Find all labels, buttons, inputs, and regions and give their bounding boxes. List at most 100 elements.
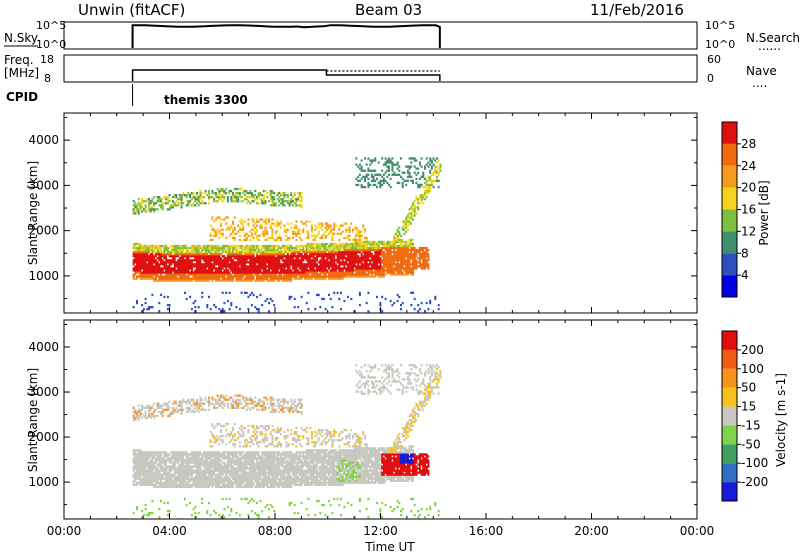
power-cell: [326, 243, 328, 245]
power-cell: [174, 267, 176, 269]
velocity-cell: [201, 399, 203, 401]
power-cell: [201, 251, 203, 253]
power-cell: [335, 269, 337, 271]
power-cell: [143, 245, 145, 247]
power-cell: [402, 271, 404, 273]
power-cell: [211, 253, 213, 255]
power-cell: [433, 186, 435, 188]
power-cell: [391, 265, 393, 267]
velocity-cell: [199, 480, 201, 482]
velocity-cell: [187, 482, 189, 484]
power-cell: [151, 251, 153, 253]
power-cell: [235, 267, 237, 269]
power-cell: [184, 292, 186, 294]
velocity-cell: [141, 467, 143, 469]
velocity-cell: [203, 482, 205, 484]
velocity-cell: [141, 407, 143, 409]
velocity-cell: [141, 510, 143, 512]
velocity-cell: [155, 482, 157, 484]
freq-unit-label: [MHz]: [4, 66, 39, 80]
power-cell: [163, 202, 165, 204]
power-cell: [361, 235, 363, 237]
power-cell: [143, 261, 145, 263]
power-cell: [415, 159, 417, 161]
power-cell: [407, 180, 409, 182]
nsearch-dots: ......: [758, 39, 781, 53]
power-cell: [191, 249, 193, 251]
power-cell: [227, 265, 229, 267]
power-cell: [187, 259, 189, 261]
power-cell: [426, 261, 428, 263]
power-cell: [424, 194, 426, 196]
power-cell: [271, 245, 273, 247]
power-cell: [151, 261, 153, 263]
power-cell: [343, 273, 345, 275]
power-cell: [247, 255, 249, 257]
power-cell: [215, 257, 217, 259]
power-cell: [295, 233, 297, 235]
power-cell: [187, 253, 189, 255]
velocity-cell: [206, 459, 208, 461]
velocity-cell: [208, 409, 210, 411]
power-cell: [278, 280, 280, 282]
power-cell: [266, 298, 268, 300]
power-cell: [175, 280, 177, 282]
power-cell: [189, 259, 191, 261]
power-cell: [253, 221, 255, 223]
power-cell: [251, 251, 253, 253]
power-cell: [153, 265, 155, 267]
power-cell: [222, 308, 224, 310]
velocity-cell: [157, 467, 159, 469]
velocity-cell: [139, 484, 141, 486]
power-cell: [155, 259, 157, 261]
power-cell: [151, 269, 153, 271]
power-cell: [400, 243, 402, 245]
velocity-cell: [179, 482, 181, 484]
power-cell: [205, 267, 207, 269]
velocity-cell: [175, 478, 177, 480]
noise-sky-line: [133, 25, 440, 48]
power-cell: [295, 263, 297, 265]
power-cell: [283, 273, 285, 275]
nave-dots: ....: [752, 76, 767, 90]
power-cell: [247, 196, 249, 198]
velocity-cell: [163, 403, 165, 405]
power-cell: [419, 178, 421, 180]
power-cell: [155, 269, 157, 271]
power-cell: [294, 192, 296, 194]
velocity-cell: [145, 467, 147, 469]
power-cell: [333, 257, 335, 259]
power-cell: [151, 263, 153, 265]
velocity-cell: [187, 453, 189, 455]
velocity-cell: [141, 413, 143, 415]
power-cell: [381, 170, 383, 172]
velocity-cell: [153, 461, 155, 463]
power-cell: [354, 237, 356, 239]
power-cell: [395, 243, 397, 245]
power-cell: [162, 259, 164, 261]
power-cell: [397, 261, 399, 263]
power-cell: [331, 255, 333, 257]
power-cell: [319, 265, 321, 267]
power-cell: [268, 200, 270, 202]
power-cell: [235, 265, 237, 267]
power-cell: [409, 221, 411, 223]
velocity-cell: [177, 474, 179, 476]
power-cell: [367, 275, 369, 277]
power-cell: [254, 273, 256, 275]
velocity-cell: [187, 476, 189, 478]
power-cell: [232, 221, 234, 223]
velocity-cell: [165, 459, 167, 461]
power-cell: [349, 229, 351, 231]
power-cell: [403, 267, 405, 269]
velocity-cell: [191, 478, 193, 480]
power-cell: [379, 174, 381, 176]
power-cell: [410, 251, 412, 253]
velocity-cell: [141, 463, 143, 465]
power-cell: [388, 184, 390, 186]
power-cell: [247, 261, 249, 263]
power-cell: [331, 245, 333, 247]
power-cell: [211, 265, 213, 267]
velocity-cell: [133, 470, 135, 472]
power-cell: [409, 172, 411, 174]
